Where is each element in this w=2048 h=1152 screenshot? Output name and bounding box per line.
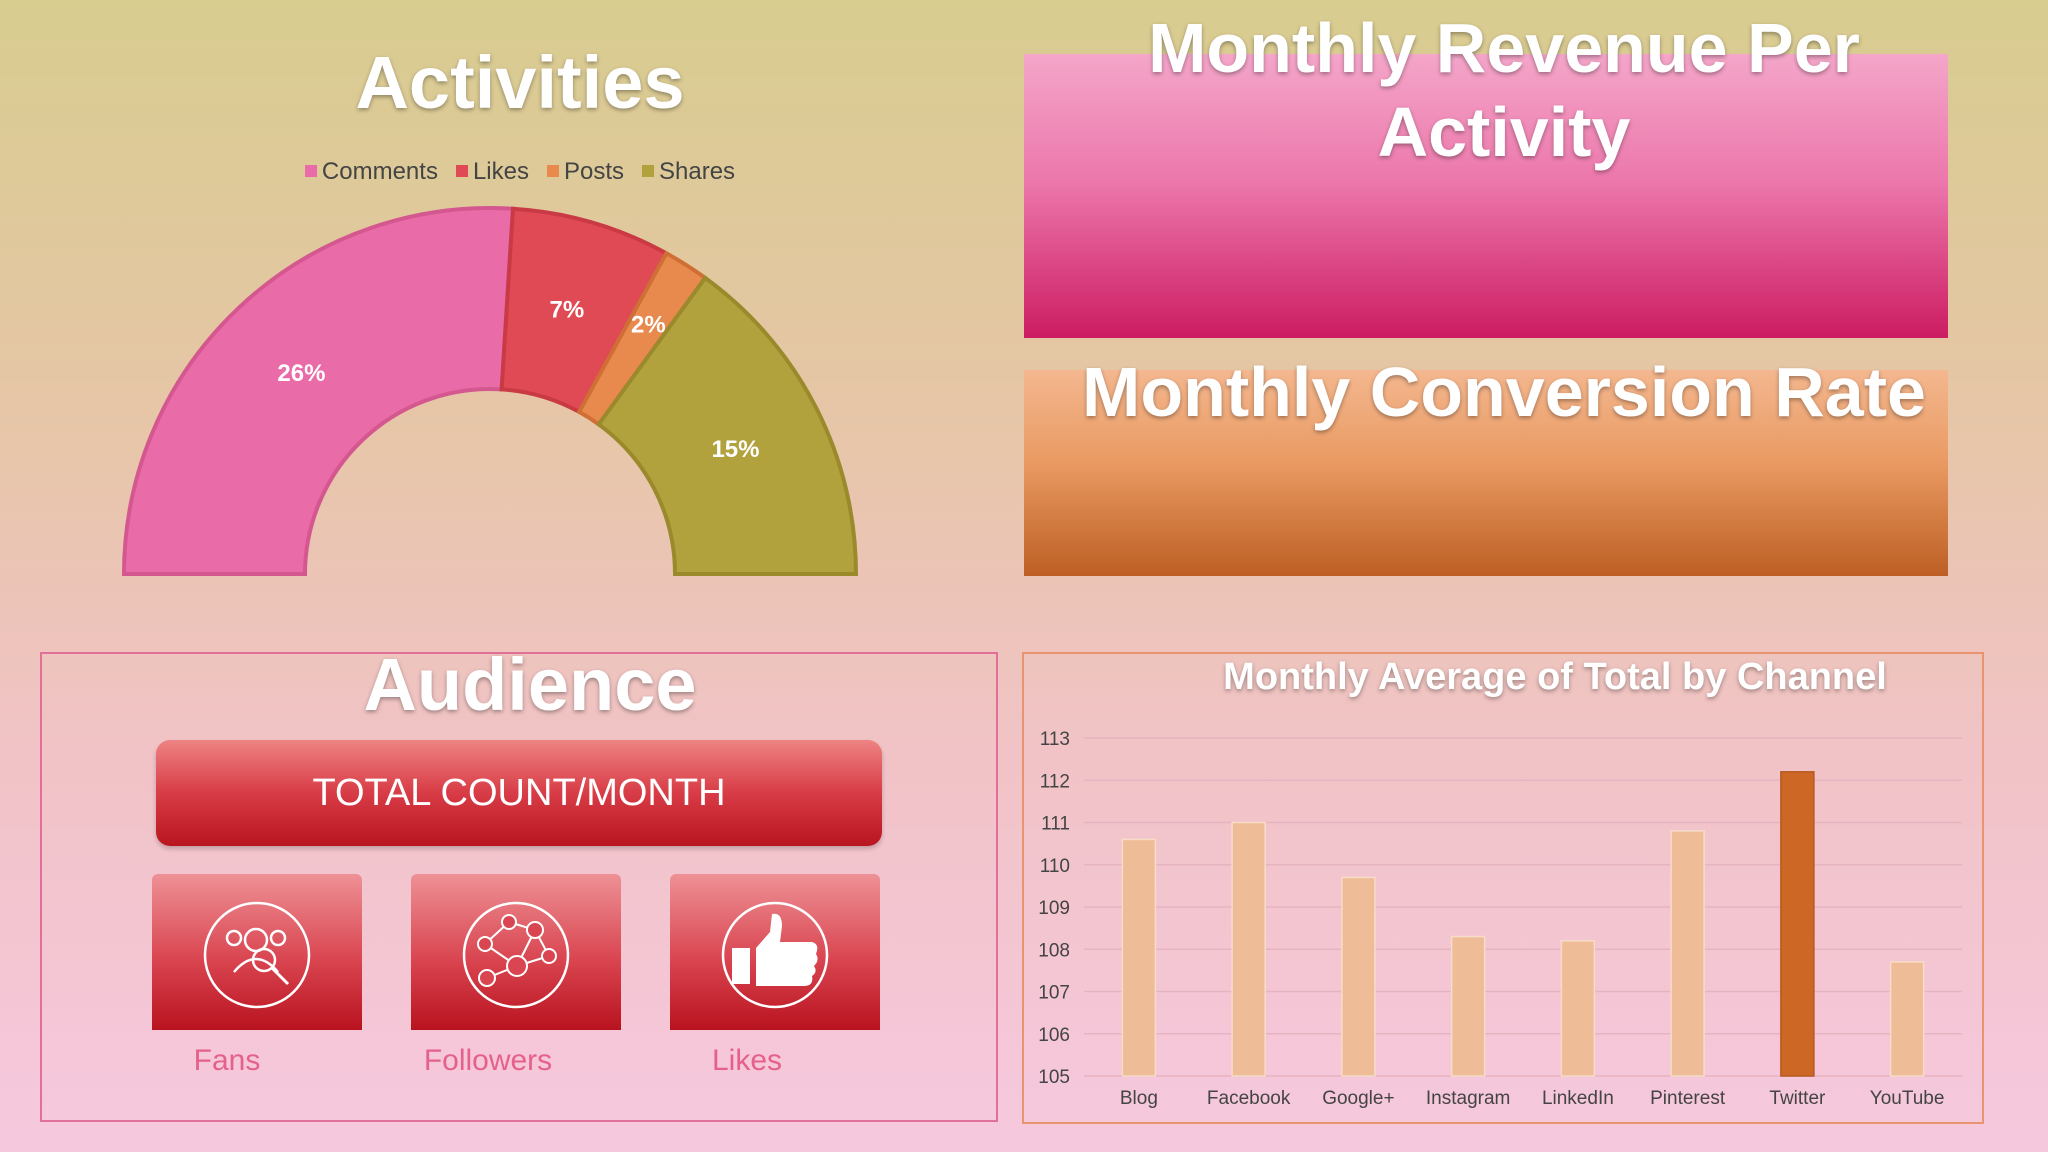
x-tick-label: YouTube xyxy=(1870,1088,1945,1109)
followers-label: Followers xyxy=(423,1044,553,1077)
legend-label: Likes xyxy=(472,158,529,185)
audience-title: Audience xyxy=(363,643,697,726)
donut-value-label: 7% xyxy=(550,296,585,323)
legend-label: Shares xyxy=(659,158,736,185)
legend-label: Comments xyxy=(321,158,438,185)
bar-facebook xyxy=(1231,821,1266,1077)
legend-swatch xyxy=(642,164,655,177)
revenue-title: Monthly Revenue Per Activity xyxy=(1148,9,1860,171)
y-tick-label: 108 xyxy=(1038,940,1070,961)
donut-value-label: 2% xyxy=(631,312,666,339)
y-tick-label: 105 xyxy=(1038,1067,1070,1088)
channel-chart-panel xyxy=(1022,652,1984,1124)
activities-title: Activities xyxy=(355,41,685,124)
bar-youtube xyxy=(1889,961,1925,1077)
legend-label: Posts xyxy=(563,158,625,185)
legend-item-posts: Posts xyxy=(546,158,625,186)
conversion-title: Monthly Conversion Rate xyxy=(1082,353,1926,431)
legend-item-likes: Likes xyxy=(455,158,529,186)
x-tick-label: LinkedIn xyxy=(1542,1088,1614,1109)
donut-slice-shares xyxy=(595,275,859,576)
bar-linkedin xyxy=(1560,940,1596,1077)
audience-panel xyxy=(40,652,998,1122)
fans-label: Fans xyxy=(193,1044,261,1077)
bar-pinterest xyxy=(1670,830,1705,1077)
y-tick-label: 113 xyxy=(1040,729,1070,750)
followers-tile[interactable] xyxy=(411,874,621,1030)
x-tick-label: Twitter xyxy=(1769,1088,1826,1109)
likes-tile[interactable] xyxy=(670,874,880,1030)
bar-googleplus xyxy=(1341,876,1376,1077)
fans-tile[interactable] xyxy=(152,874,362,1030)
y-tick-label: 109 xyxy=(1038,898,1070,919)
channel-bar-chart: 105 106 107 108 109 110 111 112 113 Blog Facebook G… xyxy=(1038,729,1962,1109)
x-tick-label: Google+ xyxy=(1322,1088,1394,1109)
legend-item-shares: Shares xyxy=(642,158,735,186)
donut-slice-comments xyxy=(121,206,516,576)
channel-chart-title: Monthly Average of Total by Channel xyxy=(1223,656,1887,698)
fans-search-icon xyxy=(203,901,311,1009)
y-tick-label: 112 xyxy=(1040,771,1070,792)
network-icon xyxy=(462,901,570,1009)
x-tick-label: Instagram xyxy=(1426,1088,1510,1109)
bar-blog xyxy=(1121,838,1157,1077)
conversion-panel xyxy=(1024,370,1948,576)
y-tick-label: 111 xyxy=(1041,814,1070,835)
y-tick-label: 106 xyxy=(1038,1025,1070,1046)
x-tick-label: Blog xyxy=(1120,1088,1158,1109)
legend-swatch xyxy=(546,164,559,177)
bar-instagram xyxy=(1450,935,1486,1077)
legend-item-comments: Comments xyxy=(304,158,438,186)
legend-swatch xyxy=(304,164,317,177)
revenue-panel xyxy=(1024,54,1948,338)
activities-half-donut-chart: 26% 7% 2% 15% xyxy=(121,206,859,576)
activities-legend: Comments Likes Posts Shares xyxy=(0,158,1040,186)
donut-value-label: 15% xyxy=(711,436,759,463)
likes-label: Likes xyxy=(711,1044,783,1077)
thumbs-up-icon xyxy=(721,901,829,1009)
x-tick-label: Pinterest xyxy=(1650,1088,1726,1109)
y-tick-label: 107 xyxy=(1038,983,1070,1004)
legend-swatch xyxy=(455,164,468,177)
bar-twitter xyxy=(1780,771,1815,1077)
x-tick-label: Facebook xyxy=(1207,1088,1291,1109)
donut-value-label: 26% xyxy=(277,360,325,387)
total-count-button[interactable]: TOTAL COUNT/MONTH xyxy=(156,740,882,846)
y-tick-label: 110 xyxy=(1040,856,1070,877)
